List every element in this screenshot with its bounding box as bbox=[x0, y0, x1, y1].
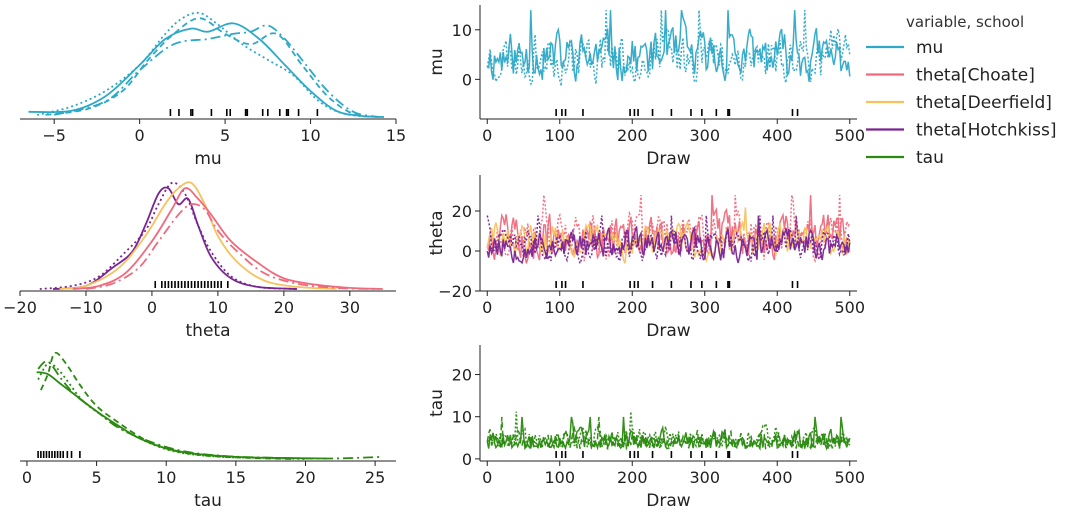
legend-entry: mu bbox=[866, 38, 943, 58]
theta-density-panel: −20 −10 0 10 20 30 theta bbox=[3, 181, 396, 341]
theta-density-xtick-label: −10 bbox=[69, 298, 103, 317]
theta-density-xtick-label: 10 bbox=[208, 298, 228, 317]
mu-trace-ylabel: mu bbox=[427, 48, 447, 75]
mu-trace-xtick-label: 200 bbox=[617, 126, 648, 145]
theta-trace-ylabel: theta bbox=[427, 211, 447, 256]
theta-trace-xtick-label: 200 bbox=[617, 298, 648, 317]
tau-trace-series-1 bbox=[486, 411, 851, 450]
tau-density-panel: 0 5 10 15 20 25 tau bbox=[20, 351, 396, 511]
theta-trace-xtick-label: 0 bbox=[482, 298, 492, 317]
tau-density-xtick-label: 15 bbox=[226, 468, 246, 487]
mu-trace-xtick-label: 500 bbox=[834, 126, 865, 145]
mu-density-xlabel: mu bbox=[194, 149, 221, 169]
theta-trace-xtick-label: 400 bbox=[762, 298, 793, 317]
legend-entry: theta[Hotchkiss] bbox=[866, 121, 1057, 141]
tau-trace-xtick-label: 100 bbox=[544, 468, 575, 487]
theta-density-series-2 bbox=[59, 181, 337, 290]
legend-entries: mu theta[Choate] theta[Deerfield] theta[Hot… bbox=[866, 38, 1057, 168]
theta-trace-xlabel: Draw bbox=[646, 321, 690, 341]
mu-density-xtick-label: 10 bbox=[300, 126, 320, 145]
mu-trace-series-1 bbox=[486, 10, 851, 87]
mu-trace-ytick-label: 0 bbox=[462, 70, 472, 89]
legend-entry: theta[Deerfield] bbox=[866, 93, 1052, 113]
tau-trace-ytick-label: 10 bbox=[452, 408, 472, 427]
tau-trace-xtick-label: 500 bbox=[834, 468, 865, 487]
tau-density-xtick-label: 5 bbox=[91, 468, 101, 487]
mu-density-xtick-label: 15 bbox=[386, 126, 406, 145]
theta-density-xtick-label: 0 bbox=[147, 298, 157, 317]
theta-trace-ytick-label: 0 bbox=[462, 242, 472, 261]
theta-density-series-1 bbox=[39, 181, 298, 290]
tau-density-xtick-label: 0 bbox=[22, 468, 32, 487]
mu-trace-xtick-label: 100 bbox=[544, 126, 575, 145]
tau-density-xtick-label: 20 bbox=[295, 468, 315, 487]
mu-density-xtick-label: 5 bbox=[220, 126, 230, 145]
tau-trace-series-2 bbox=[486, 416, 851, 451]
theta-density-xlabel: theta bbox=[186, 321, 231, 341]
theta-density-xtick-label: 20 bbox=[274, 298, 294, 317]
tau-trace-ytick-label: 0 bbox=[462, 450, 472, 469]
legend-label: tau bbox=[916, 148, 944, 168]
theta-trace-panel: 0 100 200 300 400 500 −20 0 20 Draw theta bbox=[427, 175, 865, 341]
theta-trace-xtick-label: 300 bbox=[689, 298, 720, 317]
legend-label: theta[Hotchkiss] bbox=[916, 121, 1057, 141]
tau-density-xtick-label: 25 bbox=[365, 468, 385, 487]
tau-trace-ytick-label: 20 bbox=[452, 366, 472, 385]
theta-trace-series-3 bbox=[486, 215, 851, 266]
tau-trace-xtick-label: 400 bbox=[762, 468, 793, 487]
mu-density-panel: −5 0 5 10 15 mu bbox=[20, 11, 406, 169]
tau-trace-xlabel: Draw bbox=[646, 491, 690, 511]
mu-density-xtick-label: −5 bbox=[42, 126, 66, 145]
mu-trace-xtick-label: 400 bbox=[762, 126, 793, 145]
mu-density-xtick-label: 0 bbox=[135, 126, 145, 145]
tau-density-xtick-label: 10 bbox=[156, 468, 176, 487]
mu-trace-panel: 0 100 200 300 400 500 0 10 Draw mu bbox=[427, 5, 865, 169]
legend-entry: theta[Choate] bbox=[866, 66, 1035, 86]
theta-density-series-3 bbox=[72, 187, 383, 290]
tau-density-xlabel: tau bbox=[194, 491, 222, 511]
theta-trace-xtick-label: 500 bbox=[834, 298, 865, 317]
tau-trace-series-0 bbox=[486, 416, 851, 451]
tau-density-series-2 bbox=[40, 351, 292, 460]
tau-trace-ylabel: tau bbox=[427, 389, 447, 417]
mu-trace-xlabel: Draw bbox=[646, 149, 690, 169]
mu-trace-series-0 bbox=[487, 10, 851, 82]
mu-trace-ytick-label: 10 bbox=[452, 21, 472, 40]
legend-entry: tau bbox=[866, 148, 944, 168]
theta-trace-xtick-label: 100 bbox=[544, 298, 575, 317]
mu-trace-xtick-label: 300 bbox=[689, 126, 720, 145]
legend-title: variable, school bbox=[906, 13, 1024, 31]
legend: variable, school mu theta[Choate] theta[De… bbox=[866, 13, 1057, 168]
tau-trace-xtick-label: 200 bbox=[617, 468, 648, 487]
theta-density-xtick-label: 30 bbox=[340, 298, 360, 317]
mu-density-series-0 bbox=[28, 22, 385, 118]
legend-label: mu bbox=[916, 38, 943, 58]
theta-trace-series-4 bbox=[486, 215, 851, 265]
theta-density-series-4 bbox=[85, 203, 377, 290]
tau-density-series-3 bbox=[37, 360, 383, 460]
mu-density-series-1 bbox=[45, 17, 380, 118]
tau-trace-xtick-label: 0 bbox=[482, 468, 492, 487]
tau-density-series-1 bbox=[37, 362, 306, 460]
mu-density-series-3 bbox=[53, 24, 380, 118]
legend-label: theta[Deerfield] bbox=[916, 93, 1052, 113]
theta-density-xtick-label: −20 bbox=[3, 298, 37, 317]
tau-trace-xtick-label: 300 bbox=[689, 468, 720, 487]
theta-density-series-0 bbox=[52, 186, 298, 290]
mu-density-series-2 bbox=[36, 11, 379, 118]
theta-trace-ytick-label: 20 bbox=[452, 202, 472, 221]
mu-trace-xtick-label: 0 bbox=[482, 126, 492, 145]
tau-trace-panel: 0 100 200 300 400 500 0 10 20 Draw tau bbox=[427, 345, 865, 511]
legend-label: theta[Choate] bbox=[916, 66, 1035, 86]
theta-trace-ytick-label: −20 bbox=[438, 282, 472, 301]
